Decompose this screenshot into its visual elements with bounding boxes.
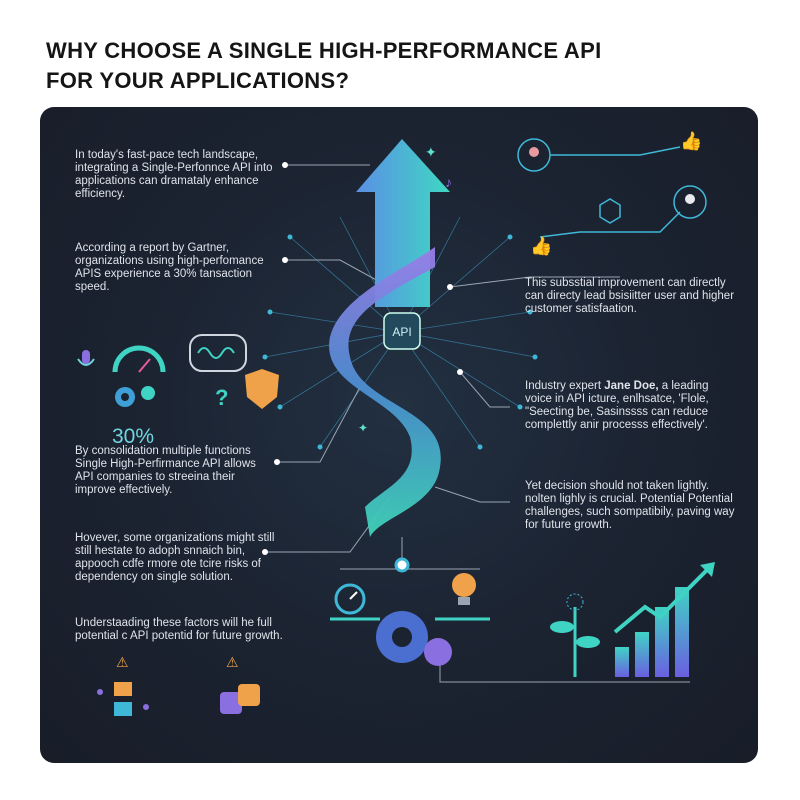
gauge-icon bbox=[112, 345, 166, 373]
question-mark-icon: ? bbox=[215, 385, 228, 410]
thumbs-up-icon: 👍 bbox=[530, 235, 552, 256]
text-block-improvement: This subsstial improvement can directly … bbox=[525, 277, 735, 315]
lightbulb-icon bbox=[452, 573, 476, 605]
broken-shield-icon bbox=[245, 369, 279, 409]
center-node bbox=[394, 557, 410, 573]
music-note-icon: ♪ bbox=[445, 174, 452, 190]
growth-chart-icon bbox=[615, 587, 689, 677]
expert-prefix: Industry expert bbox=[525, 380, 605, 392]
text-block-decision: Yet decision should not taken lightly. n… bbox=[525, 480, 735, 531]
warning-icon: ⚠ bbox=[116, 654, 129, 670]
microphone-icon bbox=[77, 350, 95, 366]
speech-bubble-waveform-icon bbox=[189, 334, 247, 372]
api-chip bbox=[383, 312, 421, 350]
stat-30-percent: 30% bbox=[112, 425, 155, 448]
spiral-ribbon bbox=[329, 247, 441, 537]
text-block-consolidation: By consolidation multiple functions Sing… bbox=[75, 445, 256, 496]
sparkle-icon: ✦ bbox=[358, 421, 368, 435]
gears-icon bbox=[115, 386, 155, 407]
expert-name: Jane Doe, bbox=[604, 380, 659, 392]
cubes-icon bbox=[97, 682, 149, 716]
title-line-2: FOR YOUR APPLICATIONS? bbox=[46, 68, 350, 93]
thumbs-up-icon: 👍 bbox=[680, 130, 702, 151]
text-block-understanding: Understaading these factors will he full… bbox=[75, 617, 283, 642]
title-line-1: WHY CHOOSE A SINGLE HIGH-PERFORMANCE API bbox=[46, 38, 602, 63]
infographic-panel: API ✦ ♪ ✦ ? 👍 👍 ⚠ ⚠ bbox=[40, 107, 758, 763]
stopwatch-icon bbox=[334, 583, 366, 615]
sparkle-icon: ✦ bbox=[425, 144, 437, 160]
illustration: API ✦ ♪ ✦ ? 👍 👍 ⚠ ⚠ bbox=[77, 130, 715, 716]
api-label: API bbox=[392, 325, 411, 339]
burst-dots bbox=[262, 234, 538, 450]
page-title: WHY CHOOSE A SINGLE HIGH-PERFORMANCE API… bbox=[46, 36, 602, 96]
expert-quote: a leading voice in API icture, enlhsatce… bbox=[525, 380, 709, 431]
puzzle-icon bbox=[220, 684, 260, 714]
connector-dots bbox=[262, 162, 463, 555]
warning-icon: ⚠ bbox=[226, 654, 239, 670]
text-block-gartner: According a report by Gartner, organizat… bbox=[75, 242, 264, 293]
gear-icon bbox=[376, 611, 452, 666]
growth-arrow bbox=[613, 565, 712, 634]
text-block-intro: In today's fast-pace tech landscape, int… bbox=[75, 149, 273, 200]
text-block-hesitation: Hovever, some organizations might still … bbox=[75, 532, 275, 583]
text-block-expert: Industry expert Jane Doe, a leading voic… bbox=[525, 380, 730, 432]
user-network-icon bbox=[517, 138, 707, 238]
plant-icon bbox=[550, 593, 600, 677]
